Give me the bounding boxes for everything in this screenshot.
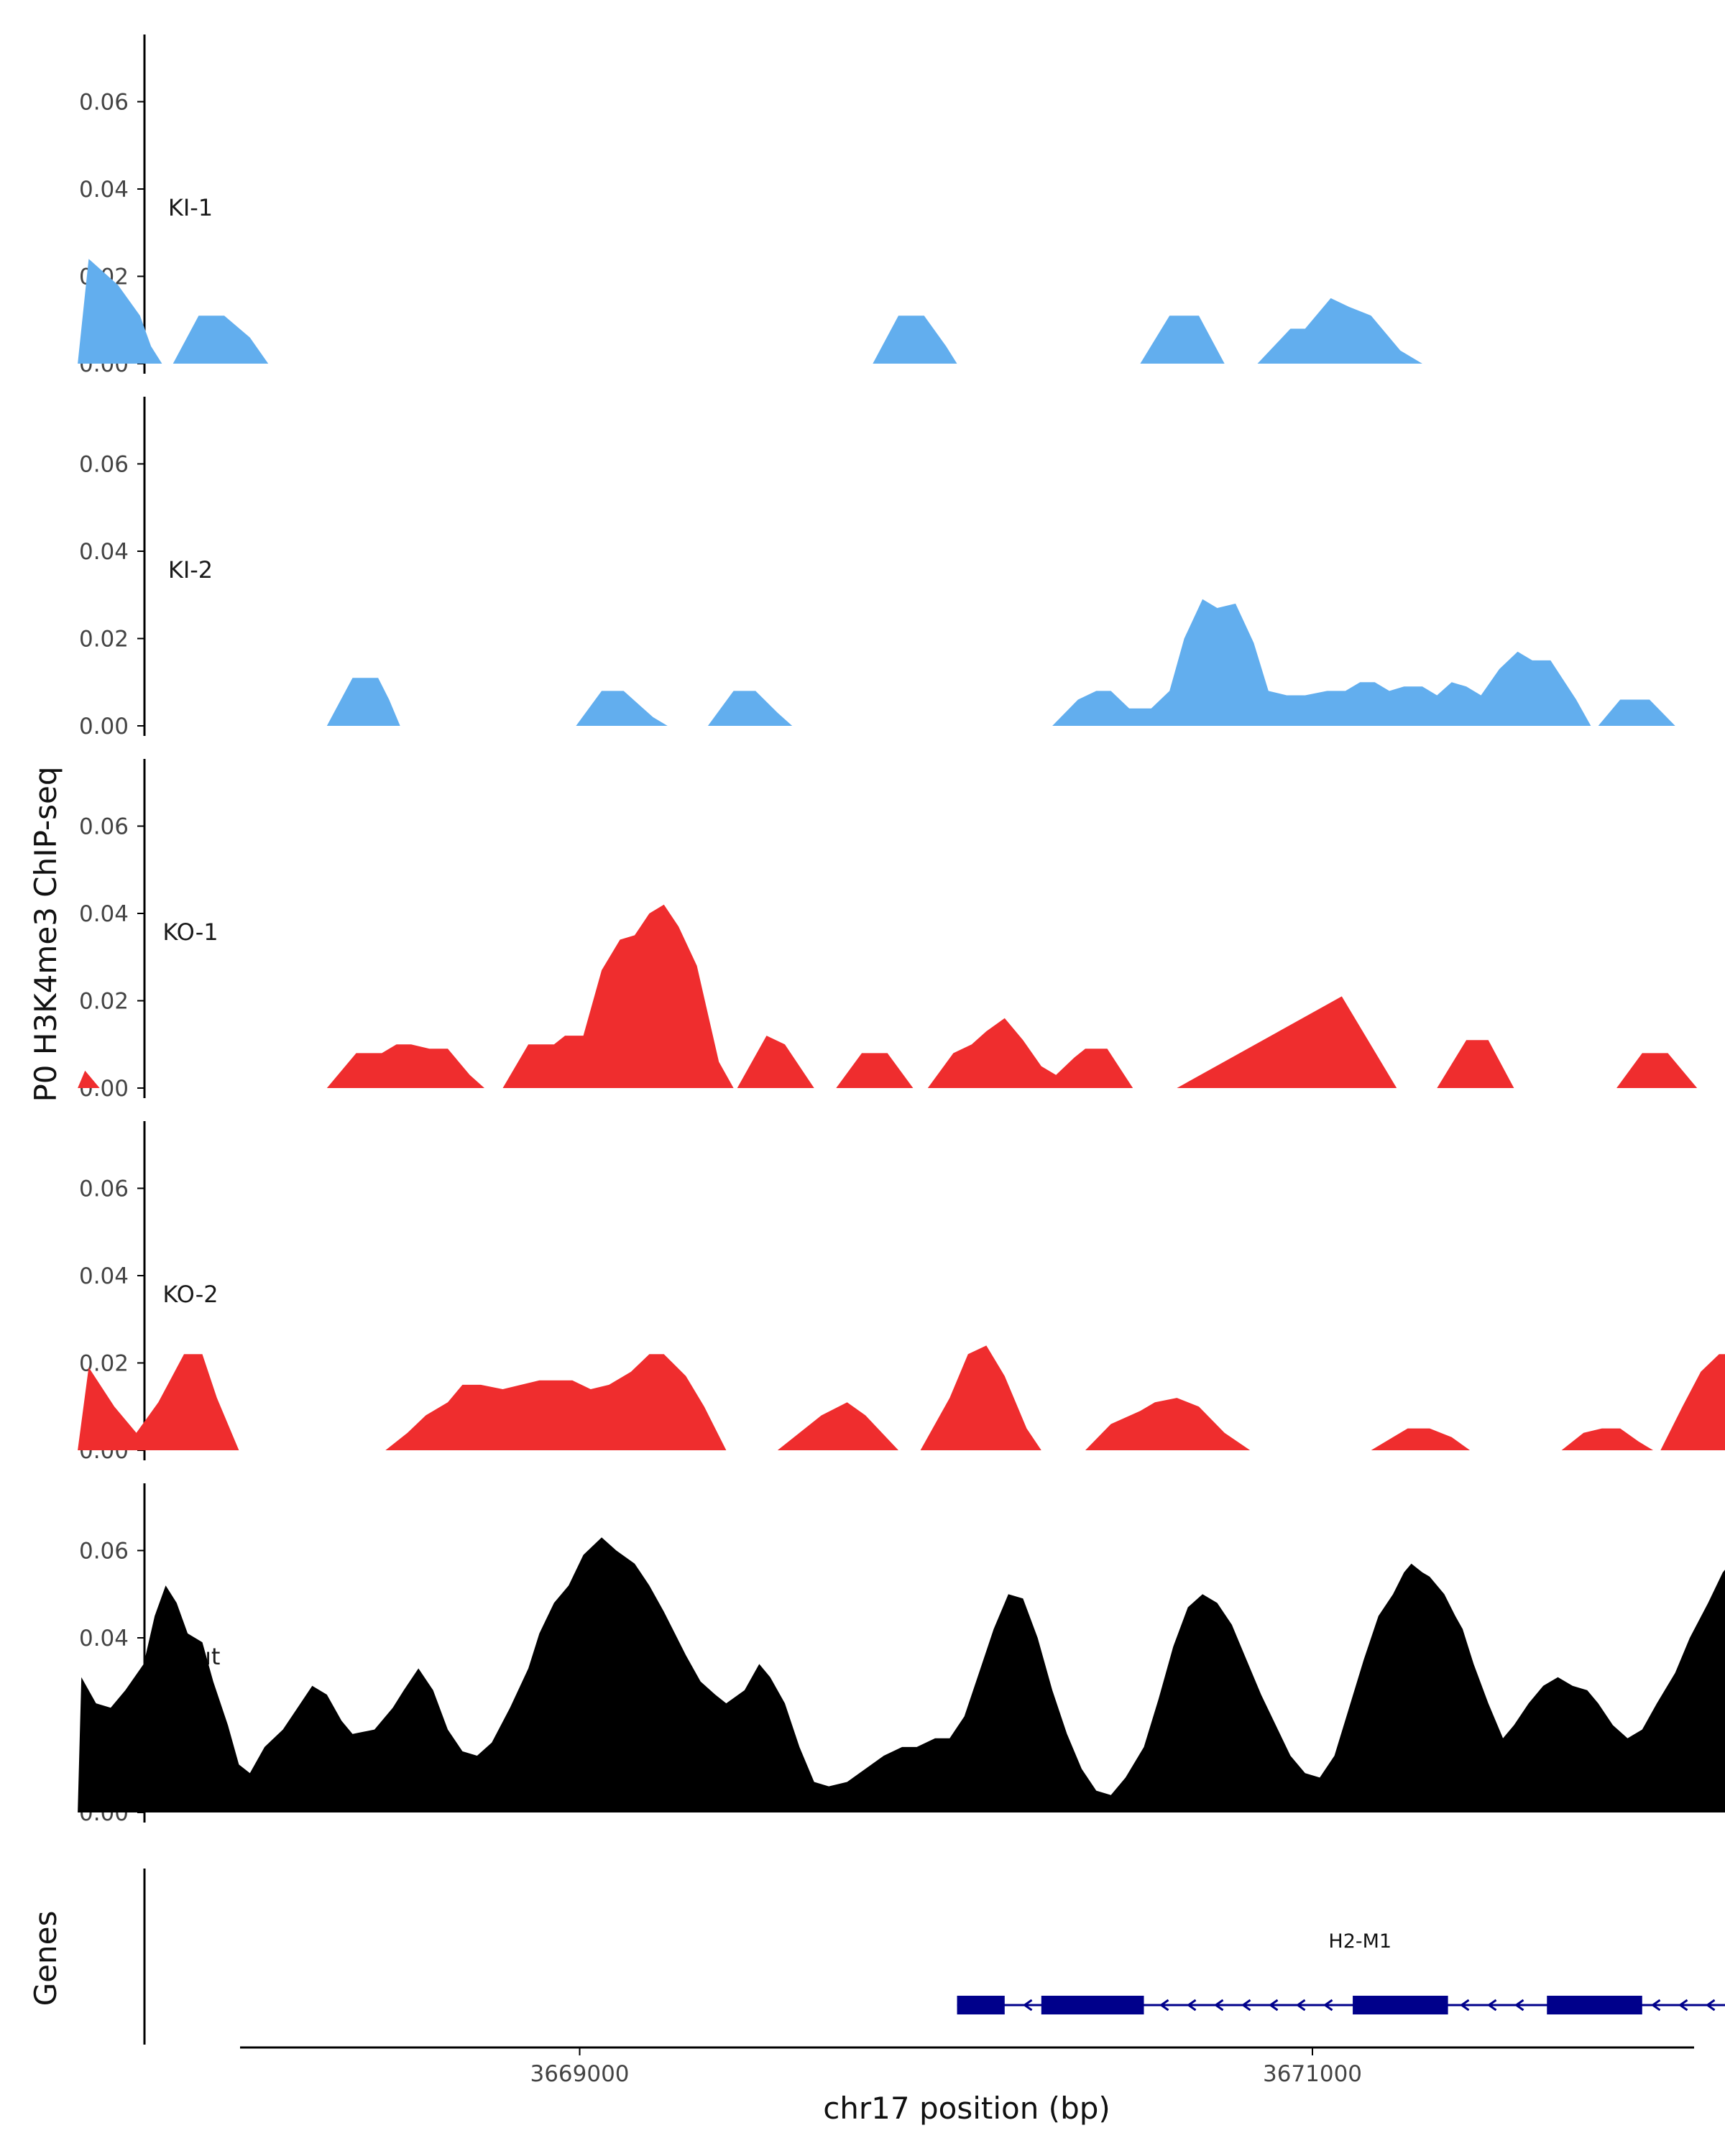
- genes-axis-title: Genes: [28, 1911, 63, 2007]
- x-axis-title: chr17 position (bp): [823, 2091, 1110, 2126]
- strand-arrow: [1678, 1999, 1688, 2012]
- track-ki-2: 0.00 0.02 0.04 0.06 KI-2: [79, 397, 1725, 740]
- gene-name-label: H2-M1: [1328, 1930, 1392, 1953]
- y-tick-label: 0.06: [79, 1539, 129, 1565]
- y-tick-label: 0.04: [79, 1626, 129, 1651]
- strand-arrow: [1650, 1999, 1661, 2012]
- strand-arrow: [1705, 1999, 1716, 2012]
- signal-area: [78, 259, 1725, 364]
- track-input: 0.000.020.040.06Input: [78, 1483, 1725, 1826]
- y-tick-label: 0.06: [79, 1176, 129, 1202]
- strand-arrow: [1268, 1999, 1279, 2012]
- signal-area: [78, 1537, 1725, 1812]
- strand-arrow: [1213, 1999, 1224, 2012]
- y-tick-label: 0.04: [79, 901, 129, 927]
- gene-exon: [957, 1996, 1005, 2014]
- tracks-layer: 0.00 0.02 0.04 0.06 KI-1 0.00 0.02 0.04 0.06 KI-2…: [78, 34, 1725, 1826]
- x-tick-label: 3671000: [1263, 2061, 1362, 2087]
- strand-arrow: [1241, 1999, 1251, 2012]
- y-tick-label: 0.00: [79, 714, 129, 740]
- y-tick-label: 0.04: [79, 539, 129, 565]
- strand-arrow: [1295, 1999, 1306, 2012]
- strand-arrow: [1459, 1999, 1470, 2012]
- gene-exon: [1547, 1996, 1642, 2014]
- signal-area: [326, 599, 1725, 726]
- strand-arrow: [1322, 1999, 1333, 2012]
- y-tick-label: 0.06: [79, 90, 129, 116]
- y-tick-label: 0.02: [79, 989, 129, 1015]
- signal-area: [78, 904, 1725, 1088]
- track-label: KI-2: [168, 556, 213, 584]
- signal-area: [78, 1345, 1725, 1450]
- x-tick-label: 3669000: [530, 2061, 629, 2087]
- y-tick-label: 0.04: [79, 177, 129, 203]
- strand-arrow: [1486, 1999, 1497, 2012]
- track-label: KO-1: [162, 918, 218, 946]
- x-axis: 3669000367100036730003675000: [240, 2046, 1694, 2087]
- strand-arrow: [1186, 1999, 1197, 2012]
- gene-exon: [1041, 1996, 1144, 2014]
- y-tick-label: 0.06: [79, 452, 129, 478]
- strand-arrow: [1022, 1999, 1033, 2012]
- gene-track: H2-M1: [143, 1869, 1725, 2045]
- y-tick-label: 0.06: [79, 814, 129, 840]
- y-tick-label: 0.02: [79, 627, 129, 653]
- y-tick-label: 0.02: [79, 1351, 129, 1377]
- gene-exon: [1353, 1996, 1448, 2014]
- y-tick-label: 0.04: [79, 1263, 129, 1289]
- track-label: KI-1: [168, 194, 213, 221]
- y-axis-title: P0 H3K4me3 ChIP-seq: [28, 766, 63, 1102]
- strand-arrow: [1159, 1999, 1169, 2012]
- track-label: KO-2: [162, 1281, 218, 1308]
- strand-arrow: [1514, 1999, 1524, 2012]
